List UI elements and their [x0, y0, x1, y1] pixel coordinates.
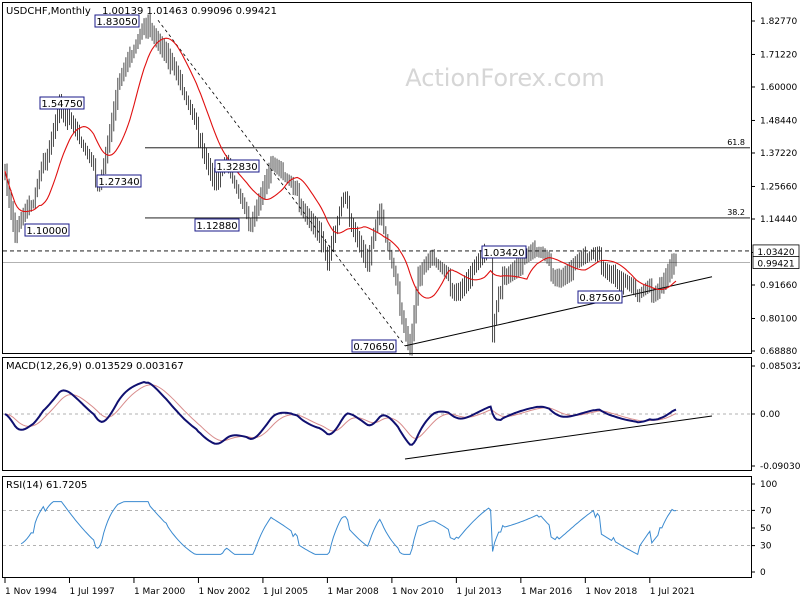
price-y-tick-label: 1.48440 [760, 116, 797, 126]
annotation-box [94, 14, 140, 28]
annotation-label: 1.10000 [26, 226, 67, 237]
price-moving-average [4, 37, 677, 299]
price-y-tick-label: 0.68880 [760, 347, 797, 357]
x-tick-label: 1 Nov 2018 [585, 587, 637, 597]
annotation-label: 1.32830 [216, 162, 257, 173]
x-tick-label: 1 Mar 2008 [327, 587, 379, 597]
rsi-y-tick-label: 50 [760, 524, 772, 534]
watermark: ActionForex.com [405, 64, 605, 92]
x-tick-label: 1 Jul 2013 [456, 587, 501, 597]
macd-trendline [404, 415, 713, 460]
price-annotations: 1.83050 1.54750 1.27340 1.10000 1.32830 1.128… [24, 14, 623, 353]
annotation-box [96, 174, 142, 188]
rsi-lines [3, 501, 750, 556]
support-trendline [404, 276, 713, 347]
macd-main-line [4, 381, 677, 446]
rsi-y-tick-label: 70 [760, 506, 772, 516]
price-trendlines [157, 19, 713, 347]
price-y-axis: 1.82770 1.71220 1.60000 1.48440 1.37220 1.256… [751, 17, 800, 357]
macd-lines [3, 381, 750, 460]
annotation-label: 1.54750 [41, 99, 82, 110]
macd-y-tick-label: 0.085032 [760, 362, 800, 372]
ohlc-values: 1.00139 1.01463 0.99096 0.99421 [102, 6, 277, 17]
level-price-tag-label: 1.03420 [757, 248, 794, 258]
macd-y-axis: 0.085032 0.00 -0.090302 [751, 362, 800, 472]
rsi-y-tick-label: 0 [760, 568, 766, 578]
x-tick-label: 1 Nov 2010 [392, 587, 444, 597]
x-tick-label: 1 Mar 2000 [134, 587, 186, 597]
annotation-box [351, 339, 397, 353]
diagonal-dashed-trendline [157, 19, 406, 347]
annotation-box [577, 290, 623, 304]
rsi-y-axis: 100 70 50 30 0 [751, 480, 777, 578]
rsi-y-tick-label: 100 [760, 480, 777, 490]
current-price-tag [752, 256, 800, 269]
annotation-label: 1.83050 [96, 17, 137, 28]
price-candles [4, 14, 677, 356]
price-y-tick-label: 1.82770 [760, 17, 797, 27]
rsi-y-tick-label: 30 [760, 542, 772, 552]
price-panel-frame [2, 2, 752, 354]
fib-label-38-2: 38.2 [727, 208, 745, 217]
x-tick-label: 1 Mar 2016 [521, 587, 573, 597]
annotation-label: 1.03420 [483, 248, 524, 259]
price-y-tick-label: 1.25660 [760, 182, 797, 192]
annotation-box [214, 159, 260, 173]
annotation-label: 0.87560 [579, 293, 620, 304]
annotation-box [24, 223, 70, 237]
annotation-box [194, 218, 240, 232]
rsi-line [20, 501, 677, 556]
price-horizontal-lines: 61.8 38.2 [3, 138, 750, 263]
fib-label-61-8: 61.8 [727, 138, 745, 147]
price-y-tick-label: 1.71220 [760, 50, 797, 60]
annotation-label: 0.70650 [353, 342, 394, 353]
x-tick-label: 1 Jul 2005 [263, 587, 308, 597]
x-tick-label: 1 Jul 2021 [650, 587, 695, 597]
macd-signal-line [4, 384, 677, 442]
price-panel-title: USDCHF,Monthly [6, 6, 91, 17]
macd-y-tick-label: 0.00 [760, 410, 780, 420]
price-y-tick-label: 1.37220 [760, 149, 797, 159]
x-tick-label: 1 Nov 2002 [198, 587, 250, 597]
annotation-label: 1.12880 [196, 221, 237, 232]
price-y-tick-label: 1.14440 [760, 215, 797, 225]
x-tick-label: 1 Nov 1994 [5, 587, 57, 597]
annotation-box [481, 245, 527, 259]
moving-average-line [4, 37, 677, 299]
annotation-box [39, 96, 85, 110]
current-price-tag-label: 0.99421 [757, 260, 794, 270]
macd-panel-title: MACD(12,26,9) 0.013529 0.003167 [6, 361, 184, 372]
time-x-axis: 1 Nov 1994 1 Jul 1997 1 Mar 2000 1 Nov 2002… [4, 578, 695, 597]
price-y-tick-label: 0.91660 [760, 281, 797, 291]
price-y-tick-label: 1.60000 [760, 83, 797, 93]
macd-y-tick-label: -0.090302 [760, 462, 800, 472]
rsi-panel-frame [2, 476, 752, 578]
price-y-tick-label: 0.80100 [760, 314, 797, 324]
rsi-panel-title: RSI(14) 61.7205 [6, 480, 87, 491]
annotation-label: 1.27340 [98, 177, 139, 188]
x-tick-label: 1 Jul 1997 [69, 587, 114, 597]
